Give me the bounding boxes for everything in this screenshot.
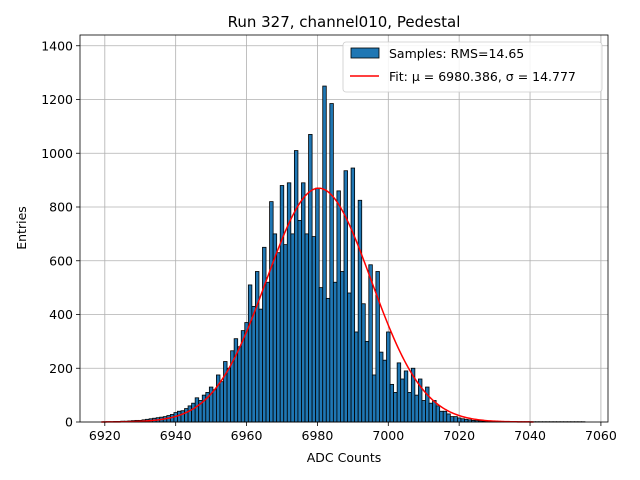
legend-histogram-label: Samples: RMS=14.65 [389,46,524,61]
histogram-bar [187,405,193,423]
legend-fit-label: Fit: μ = 6980.386, σ = 14.777 [389,69,576,84]
histogram-bar [247,284,253,423]
histogram-bar [407,392,412,423]
histogram-bar [421,400,426,423]
x-tick-label: 7060 [585,428,617,443]
histogram-bar [180,410,185,423]
histogram-bar [357,199,363,423]
histogram-bar [269,201,274,423]
y-tick-label: 1000 [41,146,73,161]
histogram-bar [322,85,327,423]
histogram-bar [336,190,341,423]
y-axis-label: Entries [14,206,29,250]
histogram-bar [460,418,465,423]
histogram-bar [456,417,462,423]
histogram-bar [325,297,331,423]
y-tick-label: 1200 [41,92,73,107]
histogram-bar [318,287,324,423]
y-tick-label: 600 [49,253,73,268]
histogram-bar [393,392,398,423]
x-tick-label: 7000 [372,428,404,443]
histogram-bar [435,405,441,423]
histogram-bar [382,359,387,423]
histogram-bar [297,220,302,423]
histogram-bar [354,331,359,423]
histogram-bar [464,418,469,423]
histogram-bar [262,246,267,423]
y-axis-ticks: 0 200 400 600 800 1000 1200 1400 [41,38,80,430]
histogram-bar [251,306,256,423]
histogram-bar [439,410,444,423]
histogram-bar [389,383,395,423]
y-tick-label: 800 [49,200,73,215]
histogram-bar [276,252,281,423]
x-axis-label: ADC Counts [307,450,382,465]
histogram-bar [184,408,189,423]
legend-bar-swatch [350,47,380,59]
histogram-bar [191,402,196,423]
histogram-bar [290,233,295,423]
histogram-bar [279,185,285,423]
histogram-bar [340,271,345,423]
histogram-bar [386,331,391,423]
histogram-bar [432,400,437,423]
histogram-bar [414,394,419,423]
histogram-bar [343,170,348,423]
fit-curve [101,187,534,423]
histogram-bar [293,150,299,423]
histogram-bar [283,244,288,423]
histogram-bar [258,308,263,423]
histogram-bar [301,182,306,423]
histogram-bar [177,410,182,423]
histogram-bar [308,134,313,423]
y-tick-label: 200 [49,361,73,376]
chart-title: Run 327, channel010, Pedestal [228,13,461,31]
histogram-bar [265,281,270,423]
histogram-bar [194,397,200,423]
x-tick-label: 7040 [514,428,546,443]
y-tick-label: 400 [49,307,73,322]
x-tick-label: 6980 [302,428,334,443]
x-tick-label: 7020 [443,428,475,443]
x-tick-label: 6920 [89,428,121,443]
histogram-bar [350,167,356,423]
histogram-bar [396,362,402,423]
histogram-bar [453,416,458,423]
histogram-bar [244,322,249,423]
histogram-bar [315,187,320,423]
histogram-bar [226,367,232,423]
histogram-bar [400,378,405,423]
histogram-bar [212,389,217,423]
x-tick-label: 6960 [231,428,263,443]
histogram-bar [446,413,451,423]
histogram-bar [237,346,242,423]
histogram-bar [223,361,228,423]
histogram-bar [329,103,334,423]
histogram-bar [442,410,448,423]
y-tick-label: 0 [65,415,73,430]
histogram-bar [368,264,373,423]
histogram-bar [428,402,433,423]
histogram-bar [216,374,221,423]
histogram-bar [304,233,309,423]
legend-box [342,41,603,93]
histogram-bars [102,85,586,423]
histogram-bar [347,292,352,423]
histogram-bar [255,271,260,423]
histogram-bar [379,351,384,423]
histogram-bar [361,303,366,423]
histogram-bar [219,381,224,423]
x-tick-label: 6940 [160,428,192,443]
histogram-bar [449,416,455,423]
x-axis-ticks: 6920 6940 6960 6980 7000 7020 7040 7060 [89,422,617,443]
y-tick-label: 1400 [41,38,73,53]
plot-area-frame [79,34,609,423]
histogram-bar [371,374,377,423]
histogram-bar [403,370,409,423]
histogram-bar [364,340,370,423]
histogram-bar [332,281,338,423]
histogram-bar [311,236,317,423]
legend: Samples: RMS=14.65 Fit: μ = 6980.386, σ … [342,41,603,93]
